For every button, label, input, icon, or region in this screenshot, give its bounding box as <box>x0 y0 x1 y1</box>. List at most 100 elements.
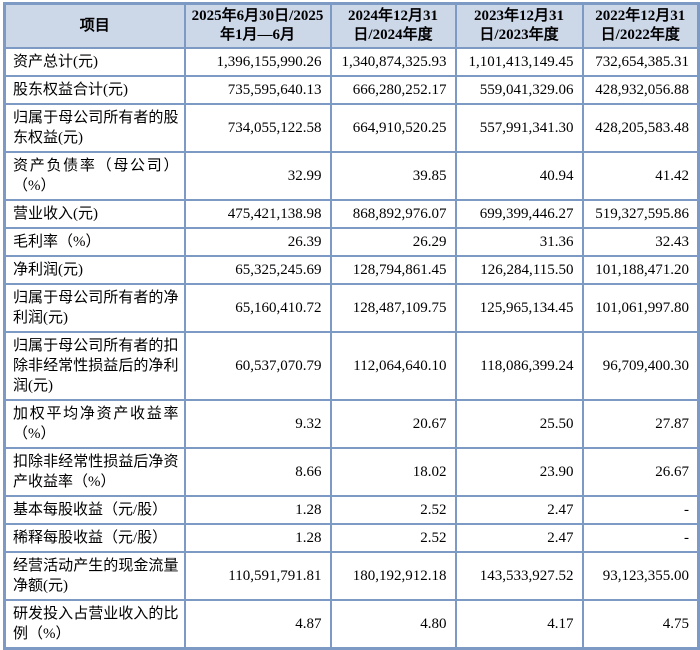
value-cell: 40.94 <box>454 151 584 201</box>
value-cell: 735,595,640.13 <box>183 75 332 105</box>
header-cell-period: 2025年6月30日/2025年1月—6月 <box>183 2 332 49</box>
value-cell: 734,055,122.58 <box>183 103 332 153</box>
value-cell: 60,537,070.79 <box>183 331 332 401</box>
table-row: 股东权益合计(元) 735,595,640.13 666,280,252.17 559… <box>3 75 700 105</box>
value-cell: 31.36 <box>454 227 584 257</box>
row-label-cell: 扣除非经常性损益后净资产收益率（%） <box>3 447 186 497</box>
row-label-cell: 营业收入(元) <box>3 199 186 229</box>
row-label-cell: 基本每股收益（元/股） <box>3 495 186 525</box>
value-cell: 26.39 <box>183 227 332 257</box>
table-row: 基本每股收益（元/股） 1.28 2.52 2.47- <box>3 495 700 525</box>
value-cell: 1,396,155,990.26 <box>183 47 332 77</box>
row-label-cell: 股东权益合计(元) <box>3 75 186 105</box>
value-cell: 559,041,329.06 <box>454 75 584 105</box>
row-label-cell: 净利润(元) <box>3 255 186 285</box>
header-row: 项目 2025年6月30日/2025年1月—6月 2024年12月31日/2024年… <box>3 2 700 49</box>
value-cell: 118,086,399.24 <box>454 331 584 401</box>
value-cell: 475,421,138.98 <box>183 199 332 229</box>
value-cell: 101,061,997.80 <box>581 283 700 333</box>
value-cell: 9.32 <box>183 399 332 449</box>
table-row: 扣除非经常性损益后净资产收益率（%） 8.66 18.02 23.90 26.67 <box>3 447 700 497</box>
financial-summary-page: 项目 2025年6月30日/2025年1月—6月 2024年12月31日/2024年… <box>3 2 700 650</box>
header-cell-period: 2023年12月31日/2023年度 <box>454 2 584 49</box>
value-cell: 180,192,912.18 <box>329 551 457 601</box>
row-label-cell: 经营活动产生的现金流量净额(元) <box>3 551 186 601</box>
value-cell: 96,709,400.30 <box>581 331 700 401</box>
value-cell: 101,188,471.20 <box>581 255 700 285</box>
value-cell: 39.85 <box>329 151 457 201</box>
table-row: 稀释每股收益（元/股） 1.28 2.52 2.47- <box>3 523 700 553</box>
value-cell: 65,325,245.69 <box>183 255 332 285</box>
table-row: 研发投入占营业收入的比例（%） 4.87 4.80 4.17 4.75 <box>3 599 700 650</box>
table-row: 经营活动产生的现金流量净额(元) 110,591,791.81 180,192,91… <box>3 551 700 601</box>
value-cell: 65,160,410.72 <box>183 283 332 333</box>
value-cell: 699,399,446.27 <box>454 199 584 229</box>
value-cell: 128,794,861.45 <box>329 255 457 285</box>
header-cell-item: 项目 <box>3 2 186 49</box>
value-cell: 26.29 <box>329 227 457 257</box>
value-cell: 664,910,520.25 <box>329 103 457 153</box>
value-cell: 25.50 <box>454 399 584 449</box>
value-cell: 41.42 <box>581 151 700 201</box>
value-cell: 110,591,791.81 <box>183 551 332 601</box>
row-label-cell: 资产负债率（母公司）（%） <box>3 151 186 201</box>
table-header: 项目 2025年6月30日/2025年1月—6月 2024年12月31日/2024年… <box>3 2 700 49</box>
value-cell: 8.66 <box>183 447 332 497</box>
value-cell: 27.87 <box>581 399 700 449</box>
value-cell: 20.67 <box>329 399 457 449</box>
value-cell: 1,340,874,325.93 <box>329 47 457 77</box>
table-row: 净利润(元) 65,325,245.69 128,794,861.45 126,284… <box>3 255 700 285</box>
value-cell: 868,892,976.07 <box>329 199 457 229</box>
value-cell: 1,101,413,149.45 <box>454 47 584 77</box>
row-label-cell: 资产总计(元) <box>3 47 186 77</box>
value-cell: 2.52 <box>329 495 457 525</box>
value-cell: 23.90 <box>454 447 584 497</box>
value-cell: 557,991,341.30 <box>454 103 584 153</box>
table-row: 资产负债率（母公司）（%） 32.99 39.85 40.94 41.42 <box>3 151 700 201</box>
value-cell: 128,487,109.75 <box>329 283 457 333</box>
value-cell: 1.28 <box>183 523 332 553</box>
value-cell: 2.52 <box>329 523 457 553</box>
row-label-cell: 加权平均净资产收益率（%） <box>3 399 186 449</box>
value-cell: 112,064,640.10 <box>329 331 457 401</box>
value-cell: 126,284,115.50 <box>454 255 584 285</box>
value-cell: 4.80 <box>329 599 457 650</box>
row-label-cell: 毛利率（%） <box>3 227 186 257</box>
header-cell-period: 2024年12月31日/2024年度 <box>329 2 457 49</box>
row-label-cell: 研发投入占营业收入的比例（%） <box>3 599 186 650</box>
value-cell: 93,123,355.00 <box>581 551 700 601</box>
value-cell: - <box>581 495 700 525</box>
table-row: 加权平均净资产收益率（%） 9.32 20.67 25.50 27.87 <box>3 399 700 449</box>
value-cell: 666,280,252.17 <box>329 75 457 105</box>
value-cell: 2.47 <box>454 495 584 525</box>
table-row: 归属于母公司所有者的净利润(元) 65,160,410.72 128,487,109… <box>3 283 700 333</box>
value-cell: 4.75 <box>581 599 700 650</box>
header-cell-period: 2022年12月31日/2022年度 <box>581 2 700 49</box>
value-cell: 143,533,927.52 <box>454 551 584 601</box>
value-cell: 519,327,595.86 <box>581 199 700 229</box>
value-cell: 32.99 <box>183 151 332 201</box>
table-row: 归属于母公司所有者的扣除非经常性损益后的净利润(元) 60,537,070.79 1… <box>3 331 700 401</box>
table-body: 资产总计(元) 1,396,155,990.26 1,340,874,325.93 1… <box>3 47 700 650</box>
value-cell: 4.87 <box>183 599 332 650</box>
value-cell: 32.43 <box>581 227 700 257</box>
table-row: 毛利率（%） 26.39 26.29 31.36 32.43 <box>3 227 700 257</box>
value-cell: 18.02 <box>329 447 457 497</box>
row-label-cell: 归属于母公司所有者的扣除非经常性损益后的净利润(元) <box>3 331 186 401</box>
row-label-cell: 稀释每股收益（元/股） <box>3 523 186 553</box>
value-cell: - <box>581 523 700 553</box>
table-row: 资产总计(元) 1,396,155,990.26 1,340,874,325.93 1… <box>3 47 700 77</box>
value-cell: 732,654,385.31 <box>581 47 700 77</box>
row-label-cell: 归属于母公司所有者的股东权益(元) <box>3 103 186 153</box>
value-cell: 26.67 <box>581 447 700 497</box>
value-cell: 428,932,056.88 <box>581 75 700 105</box>
table-row: 归属于母公司所有者的股东权益(元) 734,055,122.58 664,910,5… <box>3 103 700 153</box>
value-cell: 125,965,134.45 <box>454 283 584 333</box>
value-cell: 428,205,583.48 <box>581 103 700 153</box>
value-cell: 1.28 <box>183 495 332 525</box>
table-row: 营业收入(元) 475,421,138.98 868,892,976.07 699,3… <box>3 199 700 229</box>
value-cell: 2.47 <box>454 523 584 553</box>
value-cell: 4.17 <box>454 599 584 650</box>
row-label-cell: 归属于母公司所有者的净利润(元) <box>3 283 186 333</box>
financial-summary-table: 项目 2025年6月30日/2025年1月—6月 2024年12月31日/2024年… <box>3 2 700 650</box>
